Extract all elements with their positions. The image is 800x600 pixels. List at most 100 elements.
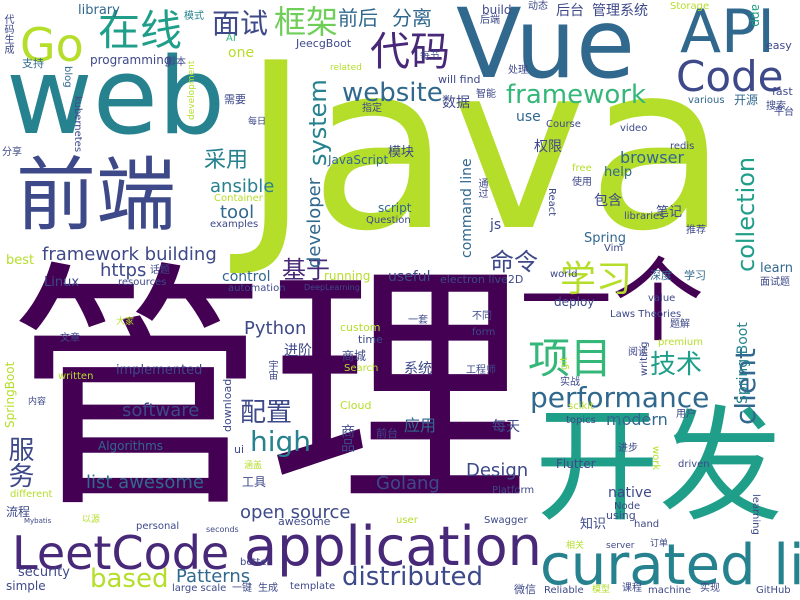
word-shengcheng: 生成 xyxy=(258,583,278,594)
word-collection: collection xyxy=(732,156,760,272)
word-butong: 不同 xyxy=(472,311,492,322)
word-value: value xyxy=(648,293,676,304)
word-daima: 代码 xyxy=(370,29,450,75)
word-control: control xyxy=(222,269,271,285)
word-meitian: 每天 xyxy=(492,419,520,435)
word-topics: topics xyxy=(566,415,596,426)
word-related: related xyxy=(330,63,362,73)
word-form: form xyxy=(472,327,496,338)
word-useful: useful xyxy=(388,269,431,285)
word-mianshiti: 面试题 xyxy=(760,277,790,288)
word-peizhi: 配置 xyxy=(240,398,293,428)
word-python: Python xyxy=(244,318,307,339)
word-golang: Golang xyxy=(376,473,440,494)
word-various: various xyxy=(688,95,725,106)
word-premium: premium xyxy=(658,337,703,348)
word-programming: programming xyxy=(90,53,172,67)
word-implemented: implemented xyxy=(116,363,203,378)
word-fenli: 分离 xyxy=(392,6,432,30)
word-fast: fast xyxy=(772,85,793,98)
word-resources: resources xyxy=(118,277,167,288)
word-neirong: 内容 xyxy=(28,397,47,407)
word-video: video xyxy=(620,123,648,134)
word-mianshi: 面试 xyxy=(212,7,269,40)
word-native: native xyxy=(608,485,652,501)
word-meiri: 每日 xyxy=(248,117,267,127)
word-one: one xyxy=(228,45,255,61)
word-shizhan: 实战 xyxy=(560,377,580,388)
word-awesome: awesome xyxy=(278,515,331,528)
word-xiangmu: 项目 xyxy=(528,334,613,383)
word-liucheng: 流程 xyxy=(6,505,31,519)
word-daima-shengcheng: 代码生成 xyxy=(2,14,13,54)
word-using: using xyxy=(606,509,636,522)
word-better: better xyxy=(240,557,271,568)
word-easy: easy xyxy=(766,39,792,52)
word-blog: blog xyxy=(62,66,73,88)
word-jiyu: 基于 xyxy=(282,256,330,284)
word-machine: machine xyxy=(648,585,691,596)
word-deeplearning: DeepLearning xyxy=(304,283,360,292)
word-jiaoben: 脚本 xyxy=(166,57,186,68)
word-kaifa: 开发 xyxy=(535,395,784,539)
word-driven: driven xyxy=(678,459,710,470)
word-js: js xyxy=(490,217,502,233)
word-dajia: 大家 xyxy=(116,317,135,327)
word-large-scale: large scale xyxy=(172,583,227,594)
word-moshi: 模式 xyxy=(184,11,204,22)
word-mybatis: Mybatis xyxy=(24,517,52,525)
word-houduan: 后端 xyxy=(480,15,500,26)
word-springboot: SpringBoot xyxy=(3,361,17,428)
word-yitao: 一套 xyxy=(408,315,428,326)
word-biji: 笔记 xyxy=(656,205,683,220)
word-vim: Vim xyxy=(604,243,624,254)
word-cloud: Cloud xyxy=(340,399,372,412)
word-hand: hand xyxy=(634,519,660,530)
word-leetcode: LeetCode xyxy=(12,526,230,580)
word-storage: Storage xyxy=(670,1,710,12)
word-different: different xyxy=(10,489,53,500)
word-yuzhou: 宇宙 xyxy=(266,360,277,380)
word-go: Go xyxy=(20,18,84,72)
word-chuli: 处理 xyxy=(508,65,528,76)
word-zhiding: 指定 xyxy=(362,103,382,114)
word-app: app xyxy=(749,4,763,27)
word-sousuo: 搜索 xyxy=(766,101,786,112)
word-xitong: 系统 xyxy=(404,361,432,377)
word-learn: learn xyxy=(760,261,793,276)
word-curated-list: curated list xyxy=(540,533,800,598)
word-download: download xyxy=(221,378,234,432)
word-ai: AI xyxy=(226,33,236,44)
word-distributed: distributed xyxy=(342,562,484,592)
word-dongtai: 动态 xyxy=(528,1,548,12)
word-yiyuan: 以源 xyxy=(82,515,101,525)
word-tuijian: 推荐 xyxy=(686,225,706,236)
word-running: running xyxy=(324,269,371,283)
word-shiyong: 使用 xyxy=(572,177,592,188)
word-server: server xyxy=(606,541,635,551)
word-yonghu: 用户 xyxy=(676,409,696,420)
word-personal: personal xyxy=(136,521,180,532)
word-shangcheng: 商城 xyxy=(342,349,367,363)
word-high: high xyxy=(250,425,312,458)
word-javascript: JavaScript xyxy=(328,153,389,167)
word-quanxian: 权限 xyxy=(534,139,562,155)
word-swagger: Swagger xyxy=(484,515,528,526)
word-zaixian: 在线 xyxy=(98,6,183,55)
word-zhichi: 支持 xyxy=(22,57,44,70)
word-application: application xyxy=(244,515,542,578)
word-developer: developer xyxy=(304,177,325,268)
word-yige: 一个 xyxy=(520,248,705,355)
word-course: Course xyxy=(546,119,581,130)
word-electron-live2d: electron live2D xyxy=(440,273,524,286)
word-vue: Vue xyxy=(456,0,636,100)
word-code: Code xyxy=(676,52,784,101)
word-open-source: open source xyxy=(240,502,351,523)
word-flutter: Flutter xyxy=(556,457,596,471)
word-ansible: ansible xyxy=(210,176,275,197)
word-platform: Platform xyxy=(492,485,535,496)
word-seconds: seconds xyxy=(206,525,239,534)
word-tijie: 题解 xyxy=(670,319,690,330)
word-jeecgboot: JeecgBoot xyxy=(296,37,352,50)
word-patterns: Patterns xyxy=(176,566,251,587)
